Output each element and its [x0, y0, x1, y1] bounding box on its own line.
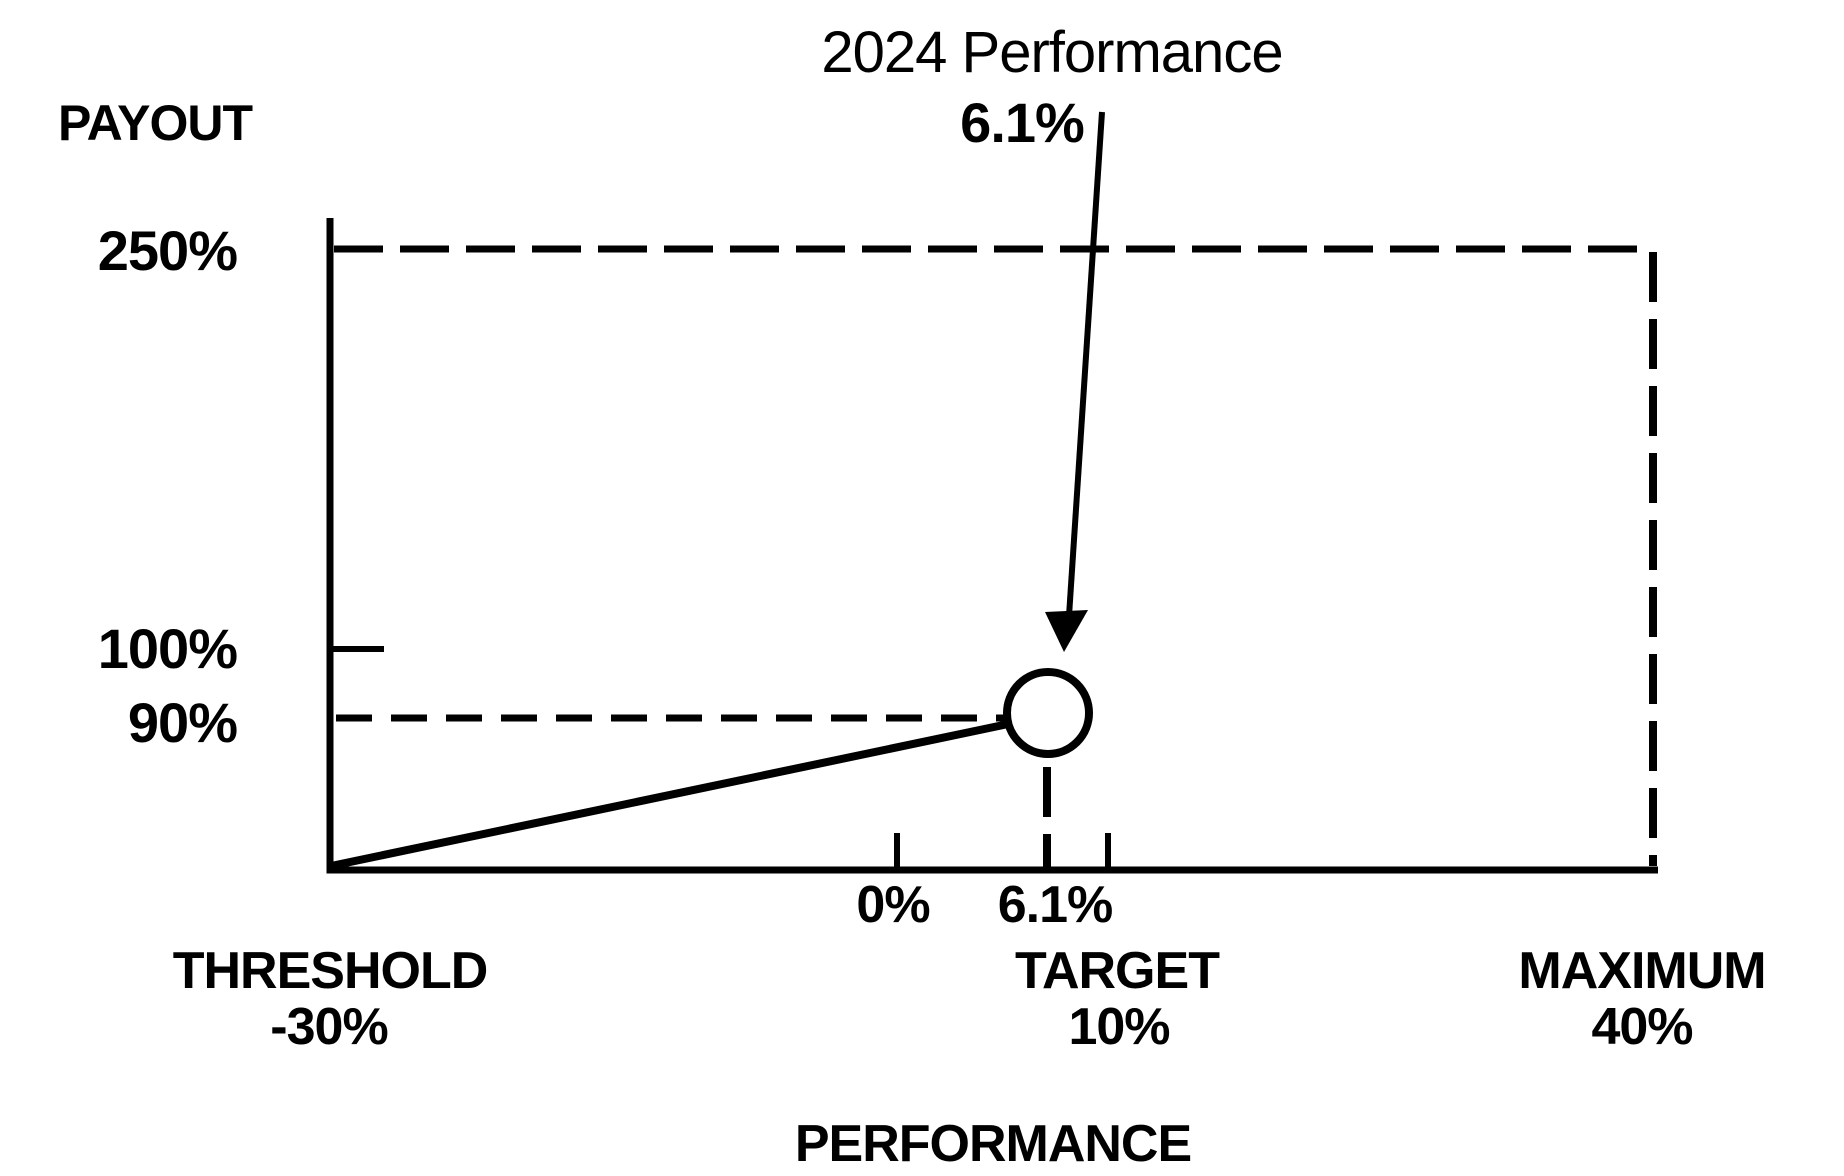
maximum-label: MAXIMUM — [1518, 942, 1765, 1000]
threshold-label: THRESHOLD — [173, 942, 488, 1000]
chart-title: 2024 Performance — [821, 20, 1282, 85]
y-tick-label-250: 250% — [98, 219, 237, 282]
payout-curve-line — [330, 719, 1014, 870]
target-label: TARGET — [1015, 942, 1220, 1000]
x-tick-label-6-1: 6.1% — [998, 876, 1113, 934]
annotation-arrowhead-icon — [1045, 610, 1088, 652]
y-tick-label-90: 90% — [128, 691, 237, 754]
data-point-marker — [1003, 668, 1093, 758]
payout-axis-title: PAYOUT — [58, 95, 253, 151]
maximum-value: 40% — [1591, 998, 1692, 1056]
y-tick-label-100: 100% — [98, 617, 237, 680]
target-value: 10% — [1068, 998, 1169, 1056]
chart-title-value: 6.1% — [960, 91, 1084, 154]
x-tick-label-0: 0% — [856, 876, 929, 934]
threshold-value: -30% — [270, 998, 387, 1056]
performance-axis-title: PERFORMANCE — [795, 1115, 1191, 1173]
annotation-arrow-line — [1066, 111, 1105, 617]
